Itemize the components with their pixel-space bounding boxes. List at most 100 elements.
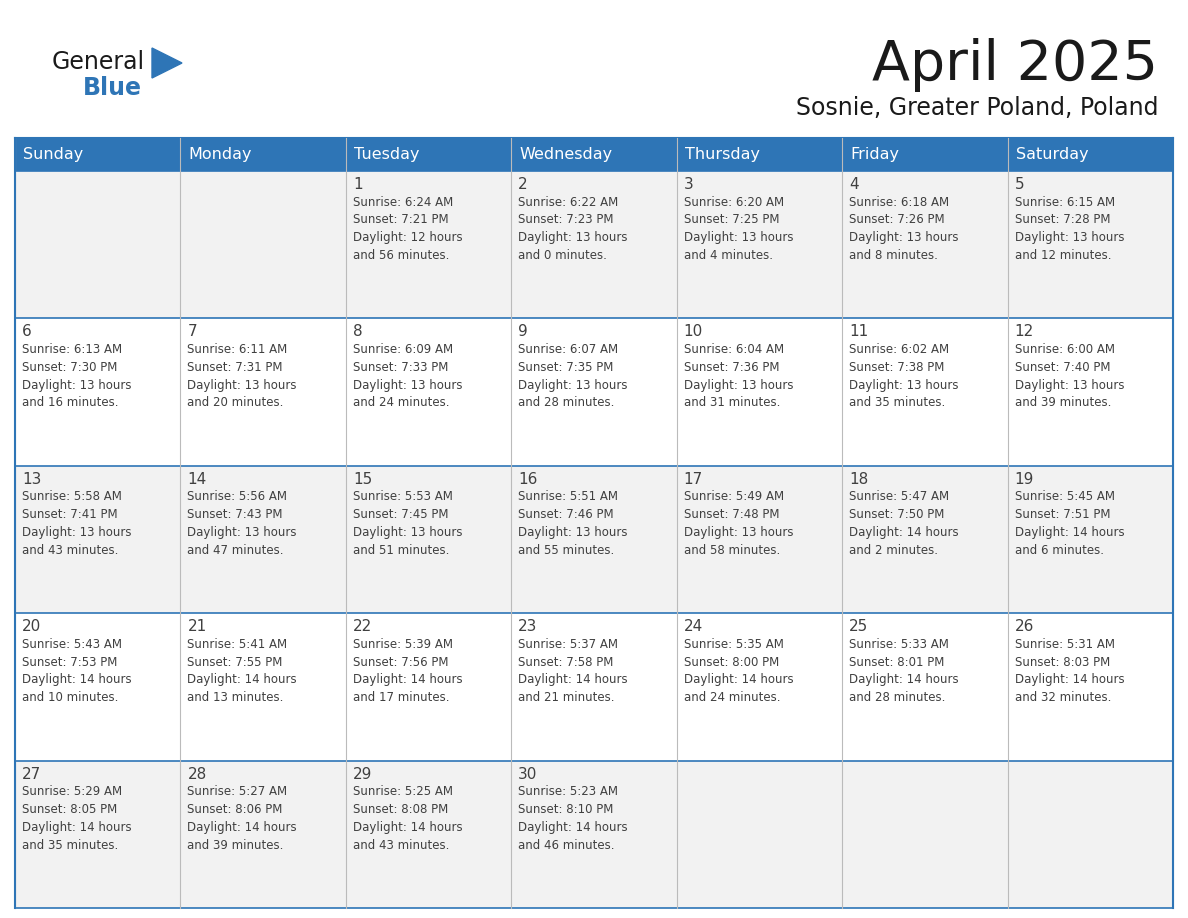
Text: 24: 24 [684,620,703,634]
Bar [15,613,181,761]
Text: Daylight: 14 hours: Daylight: 14 hours [23,674,132,687]
Text: and 31 minutes.: and 31 minutes. [684,397,781,409]
Text: and 55 minutes.: and 55 minutes. [518,543,614,557]
Bar [1007,761,1173,908]
Text: 12: 12 [1015,324,1034,340]
Text: and 2 minutes.: and 2 minutes. [849,543,939,557]
Text: and 32 minutes.: and 32 minutes. [1015,691,1111,704]
Text: and 39 minutes.: and 39 minutes. [1015,397,1111,409]
Bar [511,613,677,761]
Text: Sunrise: 5:27 AM: Sunrise: 5:27 AM [188,785,287,798]
Text: 21: 21 [188,620,207,634]
Text: 23: 23 [518,620,538,634]
Text: and 43 minutes.: and 43 minutes. [353,839,449,852]
Text: Sunset: 7:53 PM: Sunset: 7:53 PM [23,655,118,668]
Bar [511,319,677,465]
Text: Daylight: 14 hours: Daylight: 14 hours [849,526,959,539]
Text: 1: 1 [353,177,362,192]
Text: Sunrise: 5:39 AM: Sunrise: 5:39 AM [353,638,453,651]
Text: and 6 minutes.: and 6 minutes. [1015,543,1104,557]
Text: Daylight: 13 hours: Daylight: 13 hours [23,526,132,539]
Text: 10: 10 [684,324,703,340]
Text: Sunset: 7:58 PM: Sunset: 7:58 PM [518,655,614,668]
Bar [346,465,511,613]
Text: Sunset: 7:31 PM: Sunset: 7:31 PM [188,361,283,374]
Text: and 35 minutes.: and 35 minutes. [849,397,946,409]
Text: Daylight: 14 hours: Daylight: 14 hours [353,674,462,687]
Text: and 35 minutes.: and 35 minutes. [23,839,119,852]
Text: Sunset: 8:03 PM: Sunset: 8:03 PM [1015,655,1110,668]
Bar [15,319,181,465]
Text: Sunset: 8:05 PM: Sunset: 8:05 PM [23,803,118,816]
Text: Sunset: 7:35 PM: Sunset: 7:35 PM [518,361,614,374]
Bar [677,613,842,761]
Text: Sunset: 7:55 PM: Sunset: 7:55 PM [188,655,283,668]
Text: Sunrise: 6:02 AM: Sunrise: 6:02 AM [849,343,949,356]
Text: and 39 minutes.: and 39 minutes. [188,839,284,852]
Bar [15,171,181,319]
Text: Daylight: 13 hours: Daylight: 13 hours [23,378,132,392]
Text: 20: 20 [23,620,42,634]
Text: Sunset: 7:51 PM: Sunset: 7:51 PM [1015,509,1110,521]
Text: Sunset: 7:38 PM: Sunset: 7:38 PM [849,361,944,374]
Text: 19: 19 [1015,472,1034,487]
Text: Daylight: 13 hours: Daylight: 13 hours [188,378,297,392]
Text: and 17 minutes.: and 17 minutes. [353,691,449,704]
Text: Sunset: 7:23 PM: Sunset: 7:23 PM [518,213,614,227]
Text: Sunrise: 5:31 AM: Sunrise: 5:31 AM [1015,638,1114,651]
Text: Sunrise: 5:23 AM: Sunrise: 5:23 AM [518,785,618,798]
Text: Sosnie, Greater Poland, Poland: Sosnie, Greater Poland, Poland [796,96,1158,120]
Text: Sunrise: 6:24 AM: Sunrise: 6:24 AM [353,196,453,208]
Text: Wednesday: Wednesday [519,147,612,162]
Text: 15: 15 [353,472,372,487]
Text: Thursday: Thursday [684,147,759,162]
Text: Daylight: 14 hours: Daylight: 14 hours [518,674,628,687]
Text: Sunset: 7:30 PM: Sunset: 7:30 PM [23,361,118,374]
Text: Sunrise: 6:07 AM: Sunrise: 6:07 AM [518,343,619,356]
Text: Sunset: 8:10 PM: Sunset: 8:10 PM [518,803,614,816]
Text: and 4 minutes.: and 4 minutes. [684,249,772,262]
Text: Sunrise: 6:15 AM: Sunrise: 6:15 AM [1015,196,1114,208]
Text: Sunrise: 5:58 AM: Sunrise: 5:58 AM [23,490,122,503]
Text: 11: 11 [849,324,868,340]
Text: and 56 minutes.: and 56 minutes. [353,249,449,262]
Text: 3: 3 [684,177,694,192]
Bar [511,761,677,908]
Text: Sunset: 7:26 PM: Sunset: 7:26 PM [849,213,944,227]
Text: Sunrise: 6:20 AM: Sunrise: 6:20 AM [684,196,784,208]
Bar [15,465,181,613]
Text: and 28 minutes.: and 28 minutes. [849,691,946,704]
Text: 4: 4 [849,177,859,192]
Bar [1007,171,1173,319]
Bar [1007,319,1173,465]
Text: Daylight: 13 hours: Daylight: 13 hours [518,378,627,392]
Bar [346,319,511,465]
Text: 22: 22 [353,620,372,634]
Text: Sunrise: 5:37 AM: Sunrise: 5:37 AM [518,638,618,651]
Text: Sunset: 7:56 PM: Sunset: 7:56 PM [353,655,448,668]
Text: and 12 minutes.: and 12 minutes. [1015,249,1111,262]
Text: Sunrise: 6:04 AM: Sunrise: 6:04 AM [684,343,784,356]
Text: April 2025: April 2025 [872,38,1158,92]
Bar [15,138,1173,171]
Text: Daylight: 14 hours: Daylight: 14 hours [684,674,794,687]
Text: Daylight: 14 hours: Daylight: 14 hours [23,821,132,834]
Bar [842,613,1007,761]
Text: General: General [52,50,145,74]
Text: Sunrise: 5:56 AM: Sunrise: 5:56 AM [188,490,287,503]
Bar [346,613,511,761]
Polygon shape [152,48,182,78]
Text: Sunset: 7:45 PM: Sunset: 7:45 PM [353,509,448,521]
Text: Daylight: 14 hours: Daylight: 14 hours [1015,526,1124,539]
Text: and 16 minutes.: and 16 minutes. [23,397,119,409]
Text: Sunset: 7:48 PM: Sunset: 7:48 PM [684,509,779,521]
Text: 14: 14 [188,472,207,487]
Text: 17: 17 [684,472,703,487]
Bar [181,319,346,465]
Text: Sunrise: 5:47 AM: Sunrise: 5:47 AM [849,490,949,503]
Text: Daylight: 13 hours: Daylight: 13 hours [684,231,794,244]
Text: and 8 minutes.: and 8 minutes. [849,249,939,262]
Text: Daylight: 13 hours: Daylight: 13 hours [1015,231,1124,244]
Text: Sunset: 7:40 PM: Sunset: 7:40 PM [1015,361,1110,374]
Text: Daylight: 13 hours: Daylight: 13 hours [353,526,462,539]
